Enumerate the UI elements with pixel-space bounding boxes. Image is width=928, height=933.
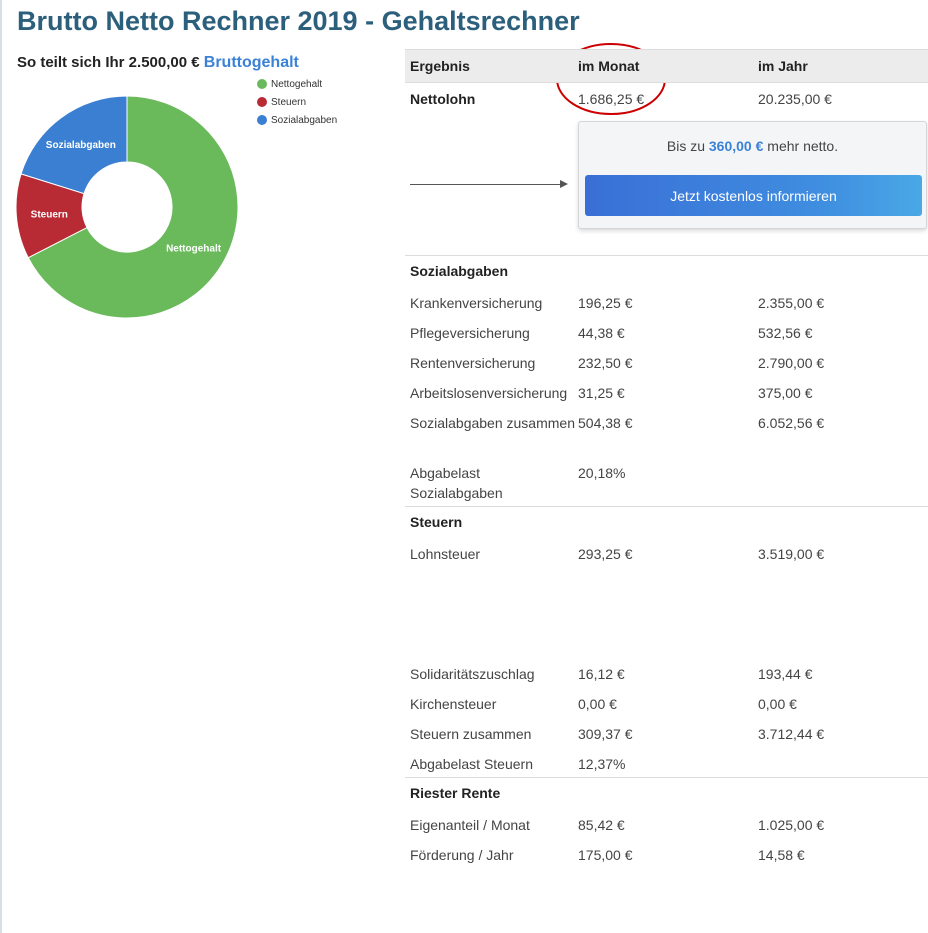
row-label: Förderung / Jahr: [410, 847, 514, 863]
row-year: 2.355,00 €: [758, 295, 825, 311]
arrow-line: [410, 184, 560, 185]
slice-label-steuern: Steuern: [31, 210, 68, 221]
row-label: Lohnsteuer: [410, 546, 481, 562]
chart-heading-accent: Bruttogehalt: [203, 54, 299, 71]
row-label: Solidaritätszuschlag: [410, 666, 535, 682]
table-row: Lohnsteuer 293,25 € 3.519,00 €: [405, 537, 928, 567]
row-year: 532,56 €: [758, 325, 813, 341]
table-row: Förderung / Jahr 175,00 € 14,58 €: [405, 838, 928, 868]
row-month: 20,18%: [578, 465, 626, 481]
row-month: 31,25 €: [578, 385, 625, 401]
chart-legend: Nettogehalt Steuern Sozialabgaben: [257, 75, 337, 129]
slice-nettogehalt[interactable]: [27, 95, 239, 319]
nettolohn-month: 1.686,25 €: [578, 91, 645, 107]
donut-chart: Nettogehalt Steuern Sozialabgaben: [15, 95, 239, 319]
promo-text: Bis zu 360,00 € mehr netto.: [579, 138, 926, 154]
row-year: 1.025,00 €: [758, 817, 825, 833]
row-year: 193,44 €: [758, 666, 813, 682]
section-steuern: Steuern: [405, 506, 928, 537]
table-row: Abgabelast Steuern 12,37%: [405, 747, 928, 777]
results-table: Ergebnis im Monat im Jahr Nettolohn 1.68…: [405, 49, 928, 868]
legend-dot-netto: [257, 79, 267, 89]
row-month: 309,37 €: [578, 726, 633, 742]
table-row: Kirchensteuer 0,00 € 0,00 €: [405, 687, 928, 717]
header-year: im Jahr: [758, 58, 808, 74]
row-year: 2.790,00 €: [758, 355, 825, 371]
info-button[interactable]: Jetzt kostenlos informieren: [585, 175, 922, 216]
nettolohn-label: Nettolohn: [410, 91, 476, 107]
row-month: 232,50 €: [578, 355, 633, 371]
promo-box: Bis zu 360,00 € mehr netto. Jetzt kosten…: [578, 121, 927, 229]
row-month: 85,42 €: [578, 817, 625, 833]
row-label: Sozialabgaben zusammen: [410, 415, 575, 431]
legend-item-steuern[interactable]: Steuern: [257, 93, 337, 111]
row-month: 293,25 €: [578, 546, 633, 562]
legend-dot-sozial: [257, 115, 267, 125]
promo-amount: 360,00 €: [708, 138, 764, 154]
slice-sozialabgaben[interactable]: [20, 95, 128, 195]
row-month: 504,38 €: [578, 415, 633, 431]
row-year: 6.052,56 €: [758, 415, 825, 431]
row-year: 3.712,44 €: [758, 726, 825, 742]
nettolohn-year: 20.235,00 €: [758, 91, 832, 107]
nettolohn-row: Nettolohn 1.686,25 € 20.235,00 €: [405, 83, 928, 121]
table-row: Arbeitslosenversicherung 31,25 € 375,00 …: [405, 376, 928, 406]
promo-prefix: Bis zu: [666, 138, 705, 154]
row-label: Abgabelast Sozialabgaben: [410, 465, 503, 501]
row-month: 16,12 €: [578, 666, 625, 682]
left-border: [0, 0, 2, 933]
table-row: Steuern zusammen 309,37 € 3.712,44 €: [405, 717, 928, 747]
legend-item-netto[interactable]: Nettogehalt: [257, 75, 337, 93]
arrow-right-icon: [560, 180, 568, 188]
row-month: 196,25 €: [578, 295, 633, 311]
section-sozialabgaben-title: Sozialabgaben: [410, 263, 509, 279]
row-year: 3.519,00 €: [758, 546, 825, 562]
row-label: Kirchensteuer: [410, 696, 497, 712]
row-month: 12,37%: [578, 756, 626, 772]
row-month: 0,00 €: [578, 696, 617, 712]
row-label: Arbeitslosenversicherung: [410, 385, 568, 401]
legend-label-steuern: Steuern: [271, 96, 307, 108]
legend-item-sozial[interactable]: Sozialabgaben: [257, 111, 337, 129]
table-row: Krankenversicherung 196,25 € 2.355,00 €: [405, 286, 928, 316]
section-steuern-title: Steuern: [410, 514, 463, 530]
results-header: Ergebnis im Monat im Jahr: [405, 49, 928, 83]
table-row: Solidaritätszuschlag 16,12 € 193,44 €: [405, 657, 928, 687]
blank-space: [405, 567, 928, 657]
promo-area: Bis zu 360,00 € mehr netto. Jetzt kosten…: [405, 121, 928, 255]
section-riester-title: Riester Rente: [410, 785, 501, 801]
slice-label-nettogehalt: Nettogehalt: [166, 244, 222, 255]
row-year: 14,58 €: [758, 847, 805, 863]
legend-dot-steuern: [257, 97, 267, 107]
row-label: Krankenversicherung: [410, 295, 543, 311]
page-title: Brutto Netto Rechner 2019 - Gehaltsrechn…: [17, 6, 580, 36]
promo-suffix: mehr netto.: [767, 138, 839, 154]
chart-heading-prefix: So teilt sich Ihr 2.500,00 €: [17, 54, 200, 71]
legend-label-sozial: Sozialabgaben: [271, 114, 338, 126]
row-year: 375,00 €: [758, 385, 813, 401]
table-row: Abgabelast Sozialabgaben 20,18%: [405, 456, 928, 506]
row-year: 0,00 €: [758, 696, 797, 712]
slice-label-sozialabgaben: Sozialabgaben: [46, 140, 116, 151]
row-month: 44,38 €: [578, 325, 625, 341]
section-riester: Riester Rente: [405, 777, 928, 808]
table-row: Eigenanteil / Monat 85,42 € 1.025,00 €: [405, 808, 928, 838]
row-label: Pflegeversicherung: [410, 325, 530, 341]
header-ergebnis: Ergebnis: [410, 58, 470, 74]
row-label: Eigenanteil / Monat: [410, 817, 530, 833]
table-row: Rentenversicherung 232,50 € 2.790,00 €: [405, 346, 928, 376]
row-label: Rentenversicherung: [410, 355, 536, 371]
table-row: Sozialabgaben zusammen 504,38 € 6.052,56…: [405, 406, 928, 456]
header-month: im Monat: [578, 58, 640, 74]
legend-label-netto: Nettogehalt: [271, 78, 323, 90]
row-month: 175,00 €: [578, 847, 633, 863]
row-label: Steuern zusammen: [410, 726, 532, 742]
section-sozialabgaben: Sozialabgaben: [405, 255, 928, 286]
table-row: Pflegeversicherung 44,38 € 532,56 €: [405, 316, 928, 346]
row-label: Abgabelast Steuern: [410, 756, 533, 772]
chart-heading: So teilt sich Ihr 2.500,00 € Bruttogehal…: [17, 54, 299, 72]
